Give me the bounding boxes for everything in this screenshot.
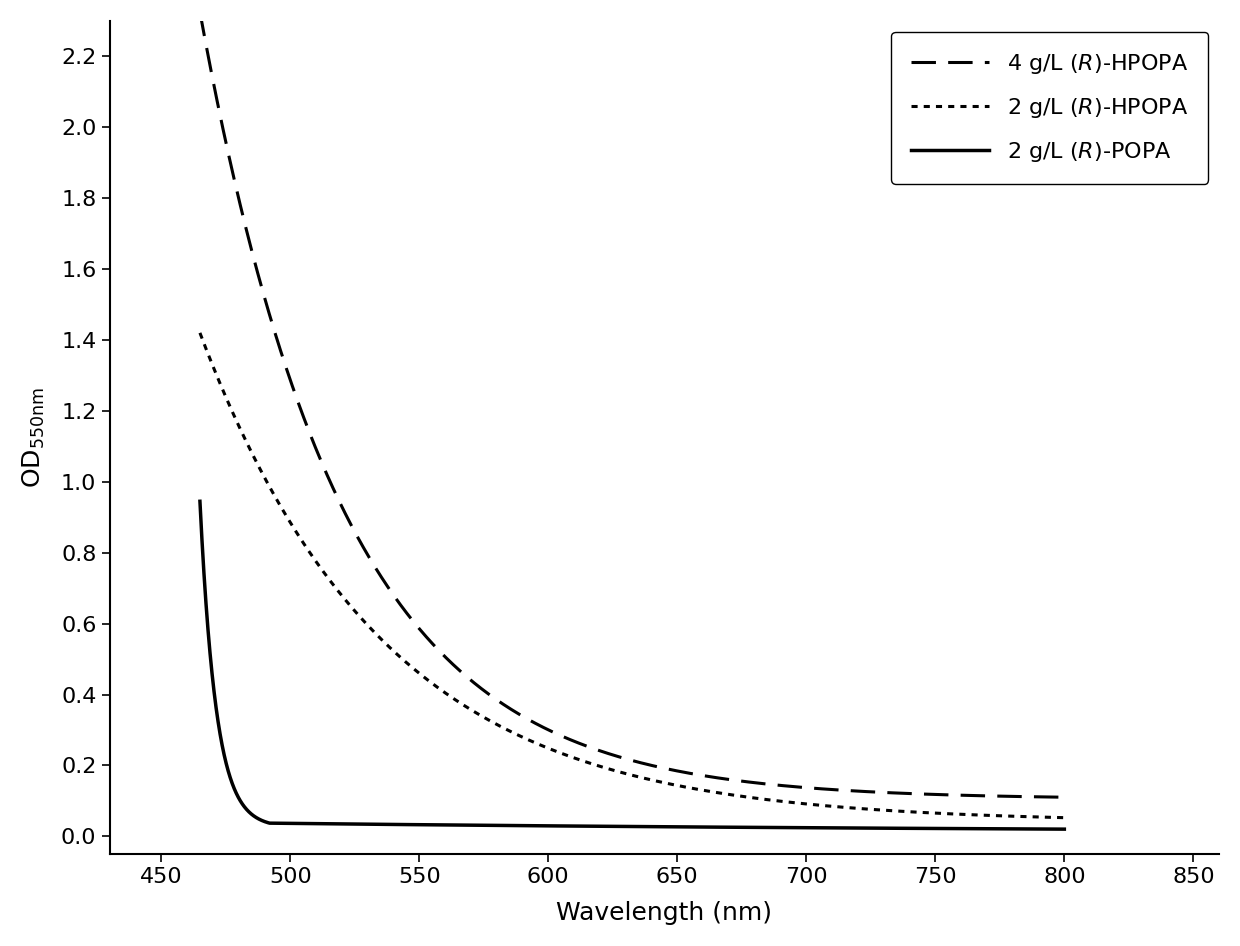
Line: 2 g/L $(R)$-POPA: 2 g/L $(R)$-POPA	[200, 501, 1064, 829]
Y-axis label: OD$_{\mathregular{550nm}}$: OD$_{\mathregular{550nm}}$	[21, 387, 47, 488]
2 g/L $(R)$-HPOPA	[291, 530, 306, 541]
2 g/L $(R)$-POPA	[562, 820, 577, 832]
Line: 2 g/L $(R)$-HPOPA: 2 g/L $(R)$-HPOPA	[200, 333, 1064, 817]
4 g/L $(R)$-HPOPA	[1056, 792, 1071, 803]
4 g/L $(R)$-HPOPA	[192, 7, 207, 18]
2 g/L $(R)$-HPOPA	[1040, 812, 1055, 823]
4 g/L $(R)$-HPOPA	[342, 517, 357, 528]
2 g/L $(R)$-POPA	[525, 820, 539, 832]
2 g/L $(R)$-HPOPA	[1056, 812, 1071, 823]
2 g/L $(R)$-POPA	[192, 496, 207, 507]
2 g/L $(R)$-POPA	[291, 817, 306, 829]
2 g/L $(R)$-POPA	[1056, 823, 1071, 834]
Line: 4 g/L $(R)$-HPOPA: 4 g/L $(R)$-HPOPA	[200, 12, 1064, 797]
4 g/L $(R)$-HPOPA	[525, 715, 539, 727]
2 g/L $(R)$-HPOPA	[947, 808, 962, 819]
2 g/L $(R)$-POPA	[1040, 823, 1055, 834]
Legend: 4 g/L $(R)$-HPOPA, 2 g/L $(R)$-HPOPA, 2 g/L $(R)$-POPA: 4 g/L $(R)$-HPOPA, 2 g/L $(R)$-HPOPA, 2 …	[892, 32, 1208, 184]
4 g/L $(R)$-HPOPA	[947, 789, 962, 800]
2 g/L $(R)$-POPA	[342, 818, 357, 830]
X-axis label: Wavelength (nm): Wavelength (nm)	[557, 902, 773, 925]
2 g/L $(R)$-HPOPA	[525, 735, 539, 746]
4 g/L $(R)$-HPOPA	[562, 733, 577, 745]
2 g/L $(R)$-HPOPA	[192, 327, 207, 339]
2 g/L $(R)$-POPA	[947, 823, 962, 834]
2 g/L $(R)$-HPOPA	[342, 600, 357, 611]
2 g/L $(R)$-HPOPA	[562, 750, 577, 762]
4 g/L $(R)$-HPOPA	[1040, 791, 1055, 802]
4 g/L $(R)$-HPOPA	[291, 397, 306, 409]
